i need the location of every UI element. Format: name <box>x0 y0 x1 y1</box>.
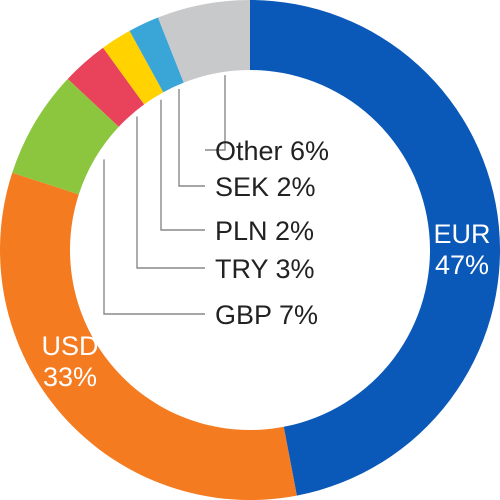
label-usd-name: USD <box>41 331 98 361</box>
slice-other <box>157 0 250 83</box>
leader-other <box>205 75 226 151</box>
label-gbp: GBP 7% <box>215 300 318 330</box>
label-other: Other 6% <box>215 136 329 166</box>
label-try: TRY 3% <box>215 254 315 284</box>
slice-pln <box>103 30 164 105</box>
slice-sek <box>129 17 184 93</box>
label-sek: SEK 2% <box>215 172 316 202</box>
slice-gbp <box>12 78 119 195</box>
leader-gbp <box>103 159 205 315</box>
leader-pln <box>160 99 205 231</box>
slice-usd <box>0 172 297 500</box>
callout-leaders <box>103 75 226 315</box>
label-eur-name: EUR <box>433 219 490 249</box>
label-pln: PLN 2% <box>215 216 314 246</box>
leader-sek <box>178 88 205 187</box>
label-eur-percent: 47% <box>435 250 489 280</box>
slice-eur <box>250 0 500 496</box>
slice-try <box>67 47 145 127</box>
leader-try <box>136 116 205 269</box>
label-usd-percent: 33% <box>43 362 97 392</box>
